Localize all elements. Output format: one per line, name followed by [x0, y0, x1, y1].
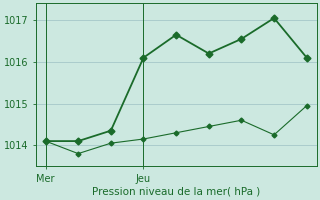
- X-axis label: Pression niveau de la mer( hPa ): Pression niveau de la mer( hPa ): [92, 187, 260, 197]
